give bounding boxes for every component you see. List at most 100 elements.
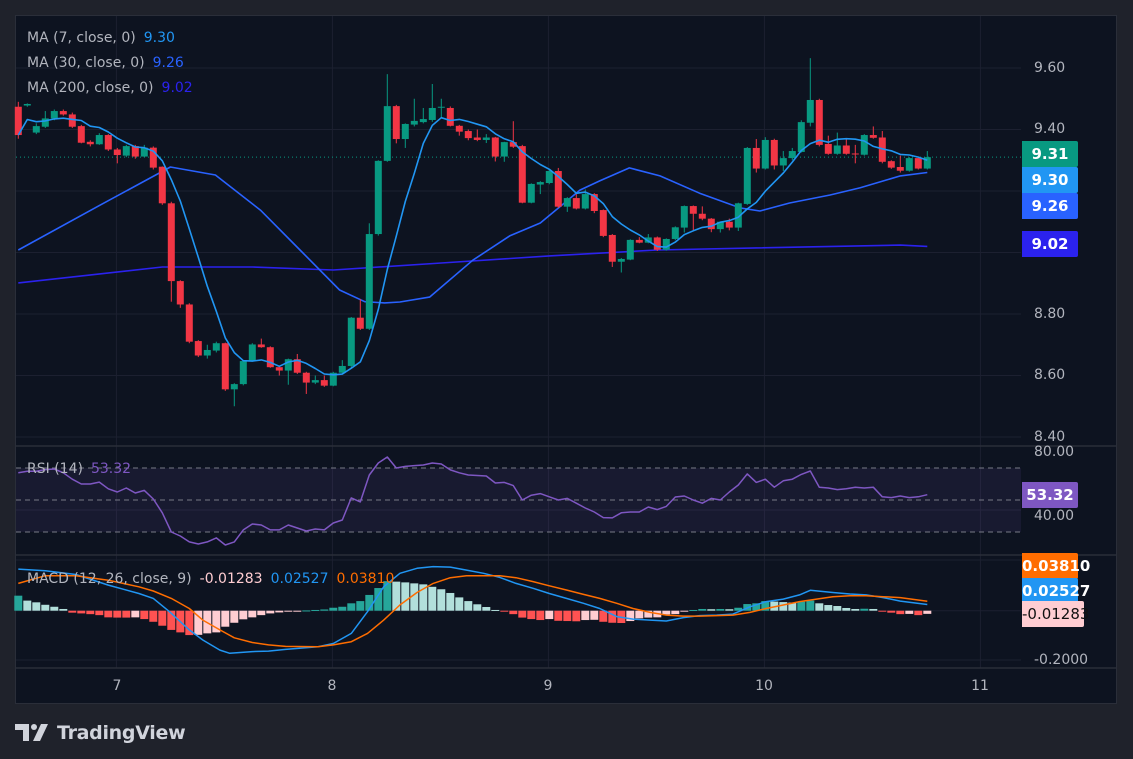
time-tick: 11 (971, 678, 989, 694)
candle-body (41, 118, 49, 127)
macd-histogram-bar (221, 610, 230, 627)
macd-histogram-bar (572, 610, 581, 622)
candle-body (608, 234, 616, 262)
macd-histogram-bar (509, 610, 518, 615)
macd-histogram-bar (23, 600, 32, 611)
candle-body (410, 120, 418, 125)
candle-body (851, 153, 859, 155)
macd-line (18, 565, 928, 655)
candle-body (212, 343, 220, 351)
candle-body (284, 359, 292, 371)
candle-body (671, 227, 679, 239)
macd-histogram-bar (671, 610, 680, 615)
macd-histogram-bar (626, 610, 635, 622)
candle-body (590, 194, 598, 211)
macd-histogram-bar (563, 610, 572, 622)
time-tick: 7 (112, 678, 122, 694)
candle-body (176, 281, 184, 305)
macd-histogram-bar (455, 597, 464, 611)
legend-macd[interactable]: MACD (12, 26, close, 9) -0.01283 0.02527 0.… (27, 571, 394, 587)
legend-ma7[interactable]: MA (7, close, 0) 9.30 (27, 30, 175, 46)
legend-ma7-label: MA (7, close, 0) (27, 30, 136, 46)
macd-histogram-bar (698, 608, 707, 611)
candle-body (104, 135, 112, 150)
candle-body (734, 203, 742, 228)
ma30-tag: 9.26 (1022, 193, 1078, 219)
macd-histogram-bar (905, 610, 914, 614)
ma200-line (18, 244, 928, 284)
macd-histogram-bar (104, 610, 113, 618)
candle-body (554, 171, 562, 207)
last-price-tag: 9.31 (1022, 141, 1078, 167)
tradingview-logo-icon (15, 724, 48, 741)
macd-histogram-bar (923, 610, 932, 614)
price-tick: 8.40 (1034, 429, 1066, 445)
macd-histogram-bar (725, 609, 734, 611)
candle-body (329, 372, 337, 386)
candle-body (365, 234, 373, 329)
legend-macd-value: 0.02527 (270, 571, 329, 587)
candle-body (347, 317, 355, 366)
candle-body (194, 341, 202, 356)
candle-body (752, 147, 760, 169)
macd-histogram-bar (851, 608, 860, 611)
price-tick: 9.40 (1034, 121, 1066, 137)
candle-body (662, 238, 670, 250)
candle-body (707, 218, 715, 230)
macd-histogram-bar (500, 610, 509, 612)
candle-body (221, 343, 229, 390)
rsi-tag: 53.32 (1022, 482, 1078, 508)
macd-histogram-bar (482, 607, 491, 611)
ma200-tag: 9.02 (1022, 231, 1078, 257)
macd-histogram-bar (311, 609, 320, 611)
macd-histogram-bar (374, 588, 383, 611)
candle-body (833, 145, 841, 154)
candle-body (113, 149, 121, 156)
candle-body (23, 103, 31, 106)
macd-histogram-bar (68, 610, 77, 613)
histogram-tag: -0.01283 (1022, 601, 1089, 627)
candle-body (491, 137, 499, 157)
tradingview-logo[interactable]: TradingView (15, 722, 186, 744)
price-tick: 9.60 (1034, 60, 1066, 76)
candle-body (572, 198, 580, 209)
legend-ma30[interactable]: MA (30, close, 0) 9.26 (27, 55, 184, 71)
candle-body (320, 380, 328, 386)
candle-body (716, 221, 724, 230)
candle-body (914, 158, 922, 169)
candle-body (626, 239, 634, 260)
candle-body (230, 384, 238, 390)
candle-body (581, 194, 589, 209)
legend-ma30-value: 9.26 (152, 55, 184, 71)
candle-body (392, 106, 400, 140)
candle-body (149, 147, 157, 168)
macd-histogram-bar (527, 610, 536, 620)
macd-histogram-bar (878, 610, 887, 612)
macd-histogram-bar (320, 609, 329, 611)
price-tick: 8.80 (1034, 306, 1066, 322)
candle-body (635, 239, 643, 243)
candle-body (842, 145, 850, 154)
macd-histogram-bar (95, 610, 104, 616)
candle-body (401, 123, 409, 140)
candle-body (878, 137, 886, 162)
candle-body (158, 166, 166, 204)
macd-histogram-bar (185, 610, 194, 636)
candle-body (869, 135, 877, 138)
macd-histogram-bar (914, 610, 923, 616)
candle-body (50, 111, 58, 119)
candle-body (419, 119, 427, 123)
time-tick: 8 (327, 678, 337, 694)
macd-histogram-bar (194, 610, 203, 635)
macd-histogram-bar (239, 610, 248, 620)
candle-body (455, 125, 463, 132)
macd-histogram-bar (680, 610, 689, 612)
candle-body (644, 237, 652, 243)
macd-histogram-bar (149, 610, 158, 622)
candle-body (680, 206, 688, 228)
macd-histogram-bar (338, 606, 347, 611)
legend-ma200[interactable]: MA (200, close, 0) 9.02 (27, 80, 193, 96)
legend-rsi[interactable]: RSI (14) 53.32 (27, 461, 131, 477)
macd-histogram-bar (797, 601, 806, 611)
